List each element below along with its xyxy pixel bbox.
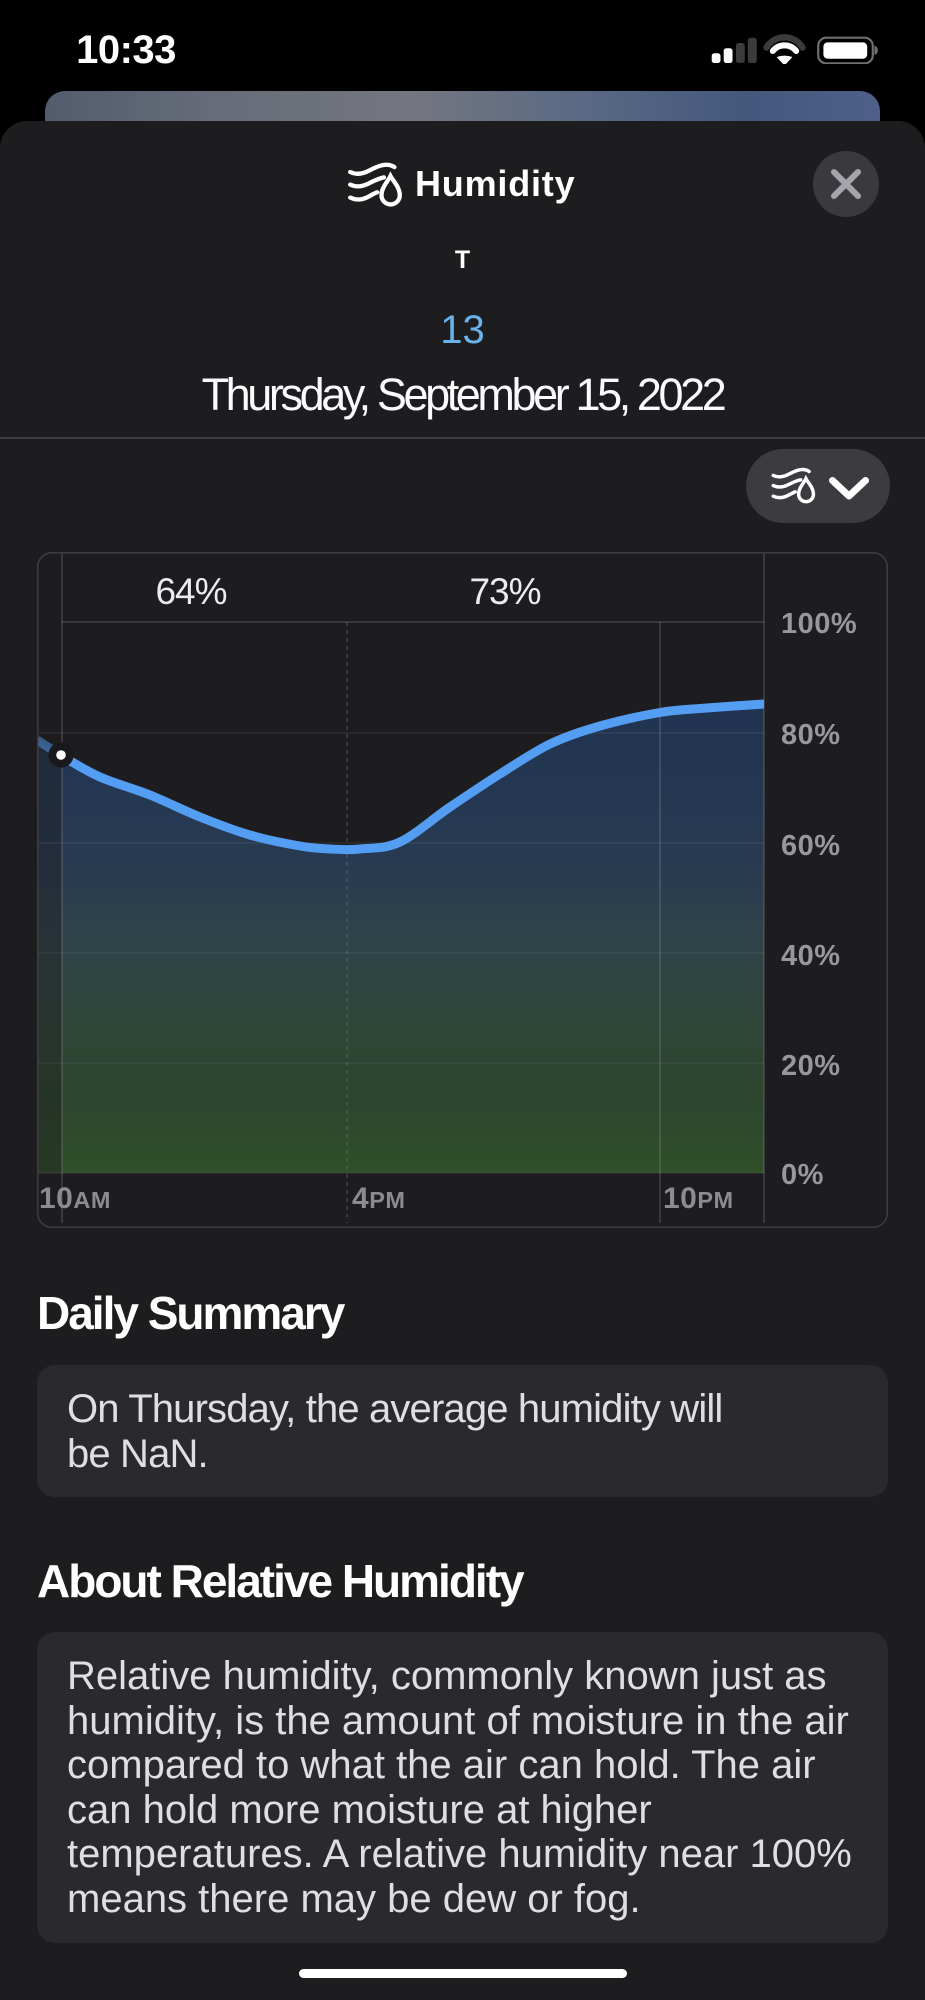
svg-text:100%: 100% [781,608,857,640]
svg-text:73%: 73% [469,571,540,612]
svg-text:20%: 20% [781,1050,841,1082]
svg-text:64%: 64% [155,571,226,612]
svg-text:80%: 80% [781,719,841,751]
svg-text:4PM: 4PM [352,1182,405,1215]
svg-text:60%: 60% [781,830,841,862]
svg-text:10AM: 10AM [39,1182,111,1215]
svg-text:40%: 40% [781,940,841,972]
svg-text:10PM: 10PM [663,1182,734,1215]
svg-text:0%: 0% [781,1159,824,1191]
